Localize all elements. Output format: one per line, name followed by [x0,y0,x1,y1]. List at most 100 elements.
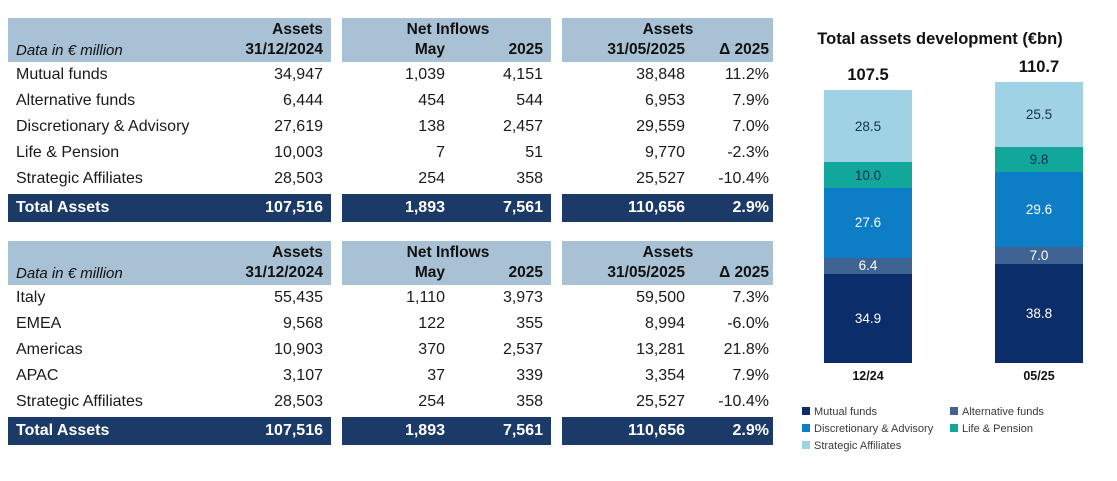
group-header-net-inflows: Net Inflows [406,21,490,38]
group-header-assets-close: Assets [642,21,694,38]
cell-inflow-ytd: 51 [525,144,543,161]
cell-inflow-month: 1,110 [406,289,445,306]
total-inflow-ytd: 7,561 [502,199,543,216]
cell-assets-close: 6,953 [644,92,685,109]
table-header: Assets Net Inflows Assets Data in € million… [8,18,773,62]
cell-inflow-month: 122 [418,315,445,332]
total-inflow-month: 1,893 [404,199,445,216]
total-inflow-month: 1,893 [404,422,445,439]
total-delta: 2.9% [732,422,769,439]
cell-inflow-ytd: 2,537 [502,341,543,358]
cell-assets-open: 9,568 [282,315,323,332]
row-label: Life & Pension [16,144,120,161]
table-row: Americas 10,903 370 2,537 13,281 21.8% [8,337,773,363]
cell-assets-close: 25,527 [636,393,685,410]
table-row: Life & Pension 10,003 7 51 9,770 -2.3% [8,140,773,166]
legend-label: Life & Pension [962,423,1033,435]
cell-assets-close: 38,848 [636,66,685,83]
cell-inflow-month: 454 [418,92,445,109]
column-header-delta: Δ 2025 [719,41,769,58]
total-band-assets-open [8,417,331,445]
bar-segment-value: 10.0 [854,167,882,183]
row-label: Mutual funds [16,66,108,83]
group-header-assets-open: Assets [272,21,323,38]
cell-assets-close: 25,527 [636,170,685,187]
cell-assets-open: 3,107 [282,367,323,384]
legend-item: Discretionary & Advisory [802,423,933,435]
cell-assets-open: 28,503 [274,170,323,187]
column-header-month: May [414,264,445,281]
bar-segment: 34.9 [824,274,912,363]
cell-assets-open: 10,003 [274,144,323,161]
group-header-assets-open: Assets [272,244,323,261]
total-delta: 2.9% [732,199,769,216]
cell-inflow-month: 1,039 [404,66,445,83]
bar-segment: 6.4 [824,257,912,275]
bar-total-label: 110.7 [1018,58,1060,76]
header-band-assets-close [562,18,773,62]
table-total-row: Total Assets 107,516 1,893 7,561 110,656 2.9% [8,417,773,445]
bar-segment: 10.0 [824,162,912,188]
group-header-net-inflows: Net Inflows [406,244,490,261]
cell-inflow-ytd: 339 [516,367,543,384]
cell-delta: -10.4% [718,393,769,410]
table-row: Mutual funds 34,947 1,039 4,151 38,848 11.2% [8,62,773,88]
table-row: Strategic Affiliates 28,503 254 358 25,527 -1… [8,166,773,192]
stacked-bar-05-25: 25.5 9.8 29.6 7.0 38.8 [995,82,1083,363]
total-band-net-inflows [342,194,551,222]
total-assets-chart: Total assets development (€bn) 107.5 28.5… [790,18,1110,463]
legend-item: Mutual funds [802,406,877,418]
total-band-assets-close [562,417,773,445]
cell-assets-close: 29,559 [636,118,685,135]
legend-label: Strategic Affiliates [814,440,902,452]
row-label: Discretionary & Advisory [16,118,190,135]
column-header-date-close: 31/05/2025 [607,41,685,58]
cell-assets-open: 34,947 [274,66,323,83]
bar-segment-value: 29.6 [1025,201,1053,217]
total-band-net-inflows [342,417,551,445]
header-band-assets-close [562,241,773,285]
cell-assets-open: 28,503 [274,393,323,410]
table-region: Assets Net Inflows Assets Data in € million… [8,241,773,445]
column-header-ytd: 2025 [508,41,543,58]
total-assets-open: 107,516 [265,422,323,439]
bar-total-label: 107.5 [847,66,889,85]
cell-inflow-month: 138 [418,118,445,135]
row-label: Strategic Affiliates [16,393,143,410]
row-label: Strategic Affiliates [16,170,143,187]
table-row: APAC 3,107 37 339 3,354 7.9% [8,363,773,389]
column-header-date-open: 31/12/2024 [245,41,323,58]
legend-swatch-icon [802,441,810,449]
total-band-assets-close [562,194,773,222]
bar-segment-value: 25.5 [1025,106,1053,122]
cell-delta: 7.9% [732,367,769,384]
cell-assets-close: 9,770 [644,144,685,161]
total-label: Total Assets [16,199,110,216]
bar-segment-value: 34.9 [854,310,882,326]
header-band-assets-open [8,18,331,62]
legend-label: Alternative funds [962,406,1044,418]
bar-segment: 28.5 [824,90,912,163]
bar-segment: 27.6 [824,187,912,258]
table-header: Assets Net Inflows Assets Data in € million… [8,241,773,285]
bar-segment: 7.0 [995,246,1083,265]
row-label: Americas [16,341,83,358]
cell-delta: -10.4% [718,170,769,187]
cell-inflow-ytd: 544 [516,92,543,109]
bar-segment-value: 27.6 [854,215,882,231]
cell-inflow-ytd: 3,973 [502,289,543,306]
table-row: Strategic Affiliates 28,503 254 358 25,527 -1… [8,389,773,415]
cell-delta: 21.8% [723,341,769,358]
legend-item: Life & Pension [950,423,1033,435]
row-label: APAC [16,367,59,384]
cell-delta: 7.9% [732,92,769,109]
cell-assets-open: 6,444 [282,92,323,109]
column-header-date-close: 31/05/2025 [607,264,685,281]
table-product: Assets Net Inflows Assets Data in € million… [8,18,773,222]
cell-assets-open: 27,619 [274,118,323,135]
cell-delta: 7.3% [732,289,769,306]
cell-inflow-ytd: 358 [516,170,543,187]
cell-delta: 7.0% [732,118,769,135]
bar-segment-value: 9.8 [1029,151,1049,167]
cell-assets-close: 59,500 [636,289,685,306]
